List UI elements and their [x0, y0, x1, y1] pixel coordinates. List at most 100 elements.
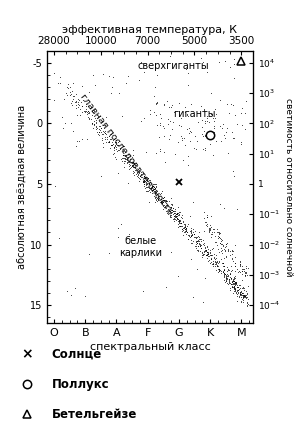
Point	[236, 282, 241, 289]
Point	[205, 251, 210, 258]
Point	[178, 219, 183, 226]
Point	[216, 266, 221, 273]
Point	[195, 240, 199, 247]
Point	[208, 225, 212, 232]
Point	[227, 270, 232, 277]
Point	[241, 293, 246, 301]
Point	[79, 102, 84, 109]
Point	[232, 274, 237, 281]
Point	[228, 287, 233, 294]
Point	[112, 147, 116, 154]
Point	[231, 283, 236, 290]
Point	[140, 177, 145, 184]
Point	[222, 254, 227, 261]
Point	[222, 246, 227, 253]
Point	[141, 172, 146, 179]
Point	[202, 247, 207, 254]
Point	[209, 111, 214, 118]
Point	[242, 270, 247, 277]
Point	[230, 284, 235, 291]
Point	[188, 239, 193, 246]
Point	[122, 148, 127, 155]
Point	[173, 212, 178, 219]
Point	[234, 290, 239, 297]
Point	[198, 245, 203, 252]
Point	[232, 267, 237, 274]
Point	[93, 81, 98, 88]
Point	[168, 211, 173, 218]
Point	[231, 277, 236, 284]
Point	[229, 282, 234, 289]
Point	[225, 264, 229, 271]
Point	[100, 136, 105, 143]
Point	[213, 238, 218, 246]
Point	[176, 218, 181, 225]
Point	[218, 270, 223, 277]
Point	[138, 171, 143, 178]
Point	[224, 128, 229, 136]
Point	[83, 100, 88, 107]
Point	[210, 260, 215, 268]
Point	[182, 224, 187, 231]
Point	[209, 251, 214, 258]
Point	[185, 126, 190, 133]
Point	[156, 195, 161, 202]
Point	[110, 151, 115, 158]
Point	[223, 272, 228, 279]
Point	[58, 79, 62, 86]
Point	[138, 174, 143, 181]
Point	[225, 149, 230, 156]
Point	[135, 167, 139, 174]
Point	[152, 188, 156, 195]
Point	[179, 220, 184, 227]
Point	[107, 137, 112, 144]
Point	[236, 288, 241, 295]
Point	[71, 80, 76, 87]
Point	[124, 80, 129, 87]
Point	[240, 265, 245, 272]
Point	[152, 185, 157, 192]
Point	[141, 179, 145, 186]
Point	[114, 146, 118, 153]
Point	[107, 73, 112, 80]
Point	[65, 85, 70, 92]
Point	[203, 119, 208, 126]
Point	[225, 267, 230, 274]
Point	[185, 152, 190, 159]
Point	[241, 294, 245, 301]
Point	[209, 231, 214, 238]
Point	[118, 146, 123, 153]
Point	[146, 180, 151, 187]
Point	[165, 210, 170, 217]
Point	[119, 154, 124, 161]
Point	[215, 261, 220, 268]
Point	[239, 298, 244, 305]
Point	[149, 184, 154, 191]
Point	[160, 198, 165, 205]
Point	[73, 91, 78, 98]
Point	[242, 272, 247, 279]
Point	[77, 106, 82, 113]
Point	[231, 135, 236, 142]
Point	[220, 246, 225, 253]
Point	[92, 121, 97, 128]
X-axis label: спектральный класс: спектральный класс	[90, 342, 210, 352]
Y-axis label: абсолютная звёздная величина: абсолютная звёздная величина	[17, 105, 27, 269]
Point	[180, 226, 185, 233]
Text: сверхгиганты: сверхгиганты	[138, 61, 209, 71]
Point	[185, 220, 190, 227]
Point	[146, 184, 151, 191]
Point	[182, 223, 187, 230]
Point	[222, 267, 227, 274]
Point	[145, 187, 150, 194]
Point	[167, 208, 172, 215]
Point	[122, 163, 127, 170]
Point	[155, 198, 159, 205]
Point	[213, 257, 218, 264]
Point	[157, 134, 161, 141]
Point	[240, 290, 245, 297]
Point	[239, 121, 244, 128]
Point	[195, 237, 200, 244]
Point	[237, 290, 242, 297]
Point	[102, 124, 106, 131]
